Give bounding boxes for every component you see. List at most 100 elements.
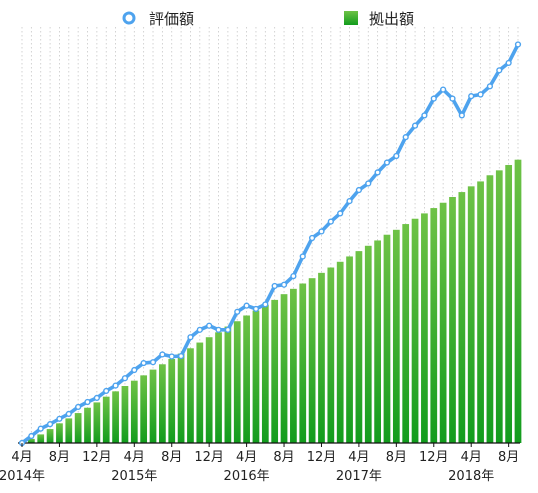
bar [149, 369, 157, 443]
line-point [309, 234, 316, 242]
line-point [355, 186, 363, 194]
bar [93, 402, 101, 443]
bar [187, 348, 194, 443]
line-point [393, 152, 400, 160]
tick-label: 4月 [124, 450, 145, 465]
year-label: 2016年 [224, 469, 270, 484]
bar [205, 337, 213, 443]
tick-label: 8月 [498, 450, 519, 465]
bar [374, 240, 381, 443]
bar [56, 423, 63, 443]
bar [159, 364, 166, 443]
legend-label: 評価額 [149, 10, 194, 28]
line-point [402, 134, 409, 141]
line-point [206, 322, 213, 329]
bar [486, 175, 494, 443]
year-label: 2017年 [336, 469, 382, 484]
line-point [177, 352, 185, 360]
bar [458, 192, 466, 443]
tick-label: 4月 [236, 450, 257, 465]
bar [299, 283, 307, 443]
line-point [280, 281, 288, 288]
bar [130, 380, 138, 443]
bar [383, 234, 391, 443]
bar [84, 407, 91, 443]
line-point [383, 159, 391, 166]
line-point [37, 425, 44, 432]
bar [355, 251, 363, 443]
bar [121, 386, 129, 443]
grid-lines [21, 27, 519, 443]
tick-label: 12月 [419, 450, 449, 465]
bar-series [27, 159, 522, 444]
bar [261, 304, 269, 443]
line-point [234, 308, 241, 315]
bar [271, 299, 279, 443]
bar [411, 218, 419, 443]
line-point [496, 67, 503, 74]
bar [327, 267, 335, 443]
line-point [440, 86, 447, 93]
line-point [505, 59, 512, 67]
year-label: 2018年 [448, 469, 494, 484]
bar [37, 434, 45, 443]
line-point [365, 180, 372, 187]
bar [102, 396, 110, 443]
line-point [215, 326, 222, 333]
line-point [318, 228, 325, 235]
bar [224, 326, 232, 443]
line-series [18, 41, 522, 447]
year-label: 2014年 [0, 469, 45, 484]
bar [449, 197, 456, 443]
bar [177, 353, 185, 443]
line-point [290, 273, 297, 280]
tick-label: 12月 [82, 450, 112, 465]
bar [336, 261, 344, 443]
line-point [252, 305, 260, 313]
bar [243, 315, 250, 443]
line-point [243, 302, 250, 309]
legend-label: 拠出額 [369, 10, 414, 28]
bar [215, 332, 222, 443]
bar [318, 272, 325, 443]
bar [112, 391, 119, 443]
line-point [28, 432, 35, 440]
bar [290, 288, 297, 443]
line-point [46, 421, 54, 428]
line-point [262, 301, 269, 308]
line-point [121, 375, 129, 382]
tick-label: 4月 [461, 450, 482, 465]
bar [495, 170, 503, 443]
line-point [140, 359, 147, 367]
legend: 評価額 拠出額 [122, 10, 414, 28]
line-point [93, 394, 100, 402]
line-point [271, 282, 278, 290]
bar [402, 224, 410, 443]
line-point [112, 382, 119, 389]
line-point [196, 326, 203, 333]
bar [346, 256, 353, 443]
bar [477, 181, 484, 444]
tick-label: 8月 [273, 450, 294, 465]
line-point [187, 334, 194, 341]
line-point [486, 83, 494, 90]
line-point [56, 415, 63, 422]
line-point [430, 95, 437, 102]
tick-label: 12月 [194, 450, 224, 465]
bar [467, 186, 475, 443]
bar [392, 229, 400, 443]
bar [168, 358, 176, 443]
year-label: 2015年 [111, 469, 157, 484]
bar [65, 418, 73, 443]
bar [421, 213, 428, 443]
line-point [159, 351, 166, 358]
tick-label: 8月 [161, 450, 182, 465]
tick-label: 12月 [307, 450, 337, 465]
bar [430, 208, 438, 443]
line-point [337, 210, 344, 217]
line-point [75, 403, 82, 411]
line-point [84, 398, 91, 406]
bar [308, 278, 316, 443]
line-point [131, 366, 138, 374]
